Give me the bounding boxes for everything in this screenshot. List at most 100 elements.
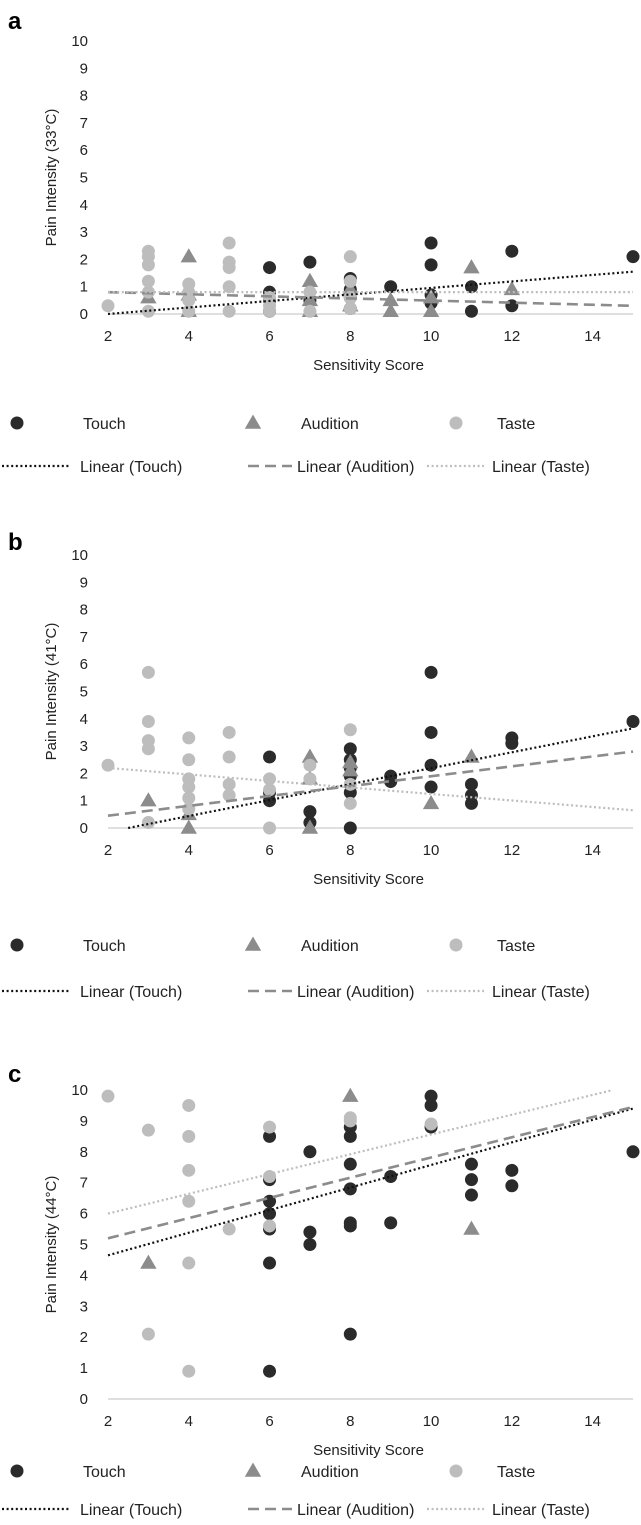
point-taste [141, 1327, 155, 1341]
legend-label-touch: Touch [83, 1464, 126, 1481]
point-touch [464, 777, 478, 791]
point-taste [263, 1170, 277, 1184]
point-touch [424, 1089, 438, 1103]
x-tick-label: 10 [423, 1413, 440, 1430]
point-touch [424, 780, 438, 794]
point-touch [424, 1098, 438, 1112]
point-audition [342, 280, 359, 296]
legend-marker-taste [449, 1464, 463, 1478]
point-taste [141, 665, 155, 679]
point-taste [424, 1117, 438, 1131]
point-taste [303, 285, 317, 299]
point-touch [263, 1207, 277, 1221]
legend-trend-label: Linear (Audition) [297, 1502, 414, 1519]
trendline-linear-audition [107, 290, 634, 308]
point-taste [141, 742, 155, 756]
point-audition [463, 1220, 480, 1235]
point-audition [140, 792, 157, 807]
point-taste [222, 236, 236, 250]
y-tick-label: 5 [80, 1237, 88, 1254]
x-tick-label: 10 [423, 842, 440, 859]
y-tick-label: 5 [80, 684, 88, 701]
legend-trend-label: Linear (Taste) [492, 984, 590, 1001]
legend-marker-touch [10, 938, 24, 952]
point-touch [343, 1129, 357, 1143]
point-audition [463, 259, 480, 274]
point-touch [343, 821, 357, 835]
legend-marker-audition [244, 414, 262, 429]
point-taste [222, 777, 236, 791]
y-tick-label: 2 [80, 1329, 88, 1346]
y-axis-title: Pain Intensity (41°C) [43, 623, 60, 761]
y-tick-label: 0 [80, 820, 88, 837]
y-tick-label: 8 [80, 602, 88, 619]
y-axis-title: Pain Intensity (44°C) [43, 1176, 60, 1314]
point-taste [182, 731, 196, 745]
point-touch [343, 1182, 357, 1196]
y-tick-label: 2 [80, 251, 88, 268]
point-taste [101, 1089, 115, 1103]
point-audition [503, 280, 521, 296]
point-taste [343, 796, 357, 810]
point-audition [140, 1254, 157, 1269]
point-taste [141, 274, 155, 288]
point-taste [222, 750, 236, 764]
point-audition [422, 794, 440, 810]
point-touch [464, 1188, 478, 1202]
point-touch [263, 1364, 277, 1378]
point-taste [141, 816, 155, 830]
point-touch [626, 1145, 640, 1159]
point-touch [424, 665, 438, 679]
point-audition [382, 302, 399, 318]
point-touch [384, 1216, 398, 1230]
point-taste [182, 293, 196, 307]
point-taste [343, 1114, 357, 1128]
point-audition [342, 754, 359, 769]
point-touch [303, 805, 317, 819]
point-taste [182, 1194, 196, 1208]
y-tick-label: 7 [80, 115, 88, 132]
legend-label-touch: Touch [83, 416, 126, 433]
point-taste [222, 788, 236, 802]
point-touch [424, 236, 438, 250]
point-touch [263, 261, 277, 275]
point-taste [343, 723, 357, 737]
point-audition [301, 291, 319, 307]
legend-label-audition: Audition [301, 416, 359, 433]
point-audition [422, 302, 440, 318]
point-taste [182, 791, 196, 805]
point-taste [343, 274, 357, 288]
x-tick-label: 6 [265, 842, 273, 859]
point-taste [141, 715, 155, 729]
point-taste [101, 758, 115, 772]
point-taste [182, 753, 196, 767]
y-tick-label: 7 [80, 1175, 88, 1192]
y-tick-label: 7 [80, 629, 88, 646]
x-tick-label: 14 [584, 842, 601, 859]
x-tick-label: 14 [584, 328, 601, 345]
point-touch [343, 1327, 357, 1341]
point-touch [424, 725, 438, 739]
panel-letter: c [8, 1061, 21, 1088]
point-audition [463, 748, 480, 763]
trendline-linear-taste [107, 1088, 614, 1215]
y-tick-label: 1 [80, 279, 88, 296]
point-touch [464, 1157, 478, 1171]
y-tick-label: 3 [80, 224, 88, 241]
x-tick-label: 8 [346, 1413, 354, 1430]
point-audition [301, 819, 319, 834]
point-touch [263, 750, 277, 764]
y-axis-title: Pain Intensity (33°C) [43, 109, 60, 247]
legend-trend-label: Linear (Touch) [80, 984, 182, 1001]
legend-marker-taste [449, 416, 463, 430]
trendline-linear-touch [107, 1107, 634, 1257]
point-taste [222, 725, 236, 739]
panel-letter: b [8, 529, 23, 556]
legend-label-touch: Touch [83, 938, 126, 955]
point-taste [182, 304, 196, 318]
point-touch [424, 258, 438, 272]
